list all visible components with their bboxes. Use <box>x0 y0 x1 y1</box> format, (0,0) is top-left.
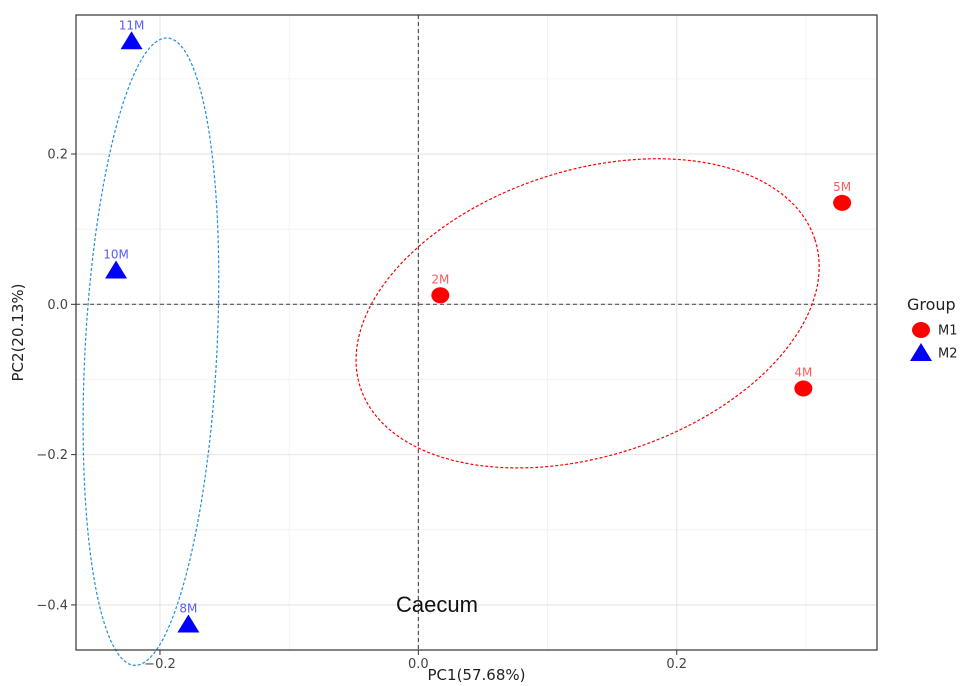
y-tick-label: −0.2 <box>36 448 68 463</box>
x-tick-label: 0.0 <box>408 657 429 672</box>
point-labels: 2M 5M 4M 11M 10M 8M <box>103 18 851 615</box>
y-tick-label: 0.0 <box>47 298 68 313</box>
x-tick-label: 0.2 <box>666 657 687 672</box>
caption-caecum: Caecum <box>396 592 478 617</box>
ellipse-m1 <box>355 158 820 469</box>
legend-key-m1 <box>912 322 930 338</box>
y-tick-label: −0.4 <box>36 598 68 613</box>
point-label-11M: 11M <box>119 18 145 32</box>
x-axis-title: PC1(57.68%) <box>428 666 526 684</box>
x-tick-label: −0.2 <box>144 657 176 672</box>
legend-title: Group <box>907 295 956 314</box>
point-10M <box>105 260 128 279</box>
y-tick-label: 0.2 <box>47 148 68 163</box>
confidence-ellipses <box>82 37 820 666</box>
point-2M <box>431 287 450 304</box>
axis-ticks: −0.2 0.0 0.2 −0.4 −0.2 0.0 0.2 <box>36 148 687 672</box>
point-8M <box>177 614 200 633</box>
point-5M <box>833 194 852 211</box>
data-points <box>105 31 852 633</box>
legend-key-m2 <box>910 343 932 361</box>
point-label-8M: 8M <box>179 601 197 615</box>
legend-label-m2: M2 <box>938 347 958 362</box>
point-11M <box>120 31 143 50</box>
point-label-2M: 2M <box>431 272 449 286</box>
point-label-4M: 4M <box>794 365 812 379</box>
point-label-5M: 5M <box>833 180 851 194</box>
legend: Group M1 M2 <box>907 295 958 362</box>
point-label-10M: 10M <box>103 248 129 262</box>
reference-lines <box>76 15 877 650</box>
point-4M <box>794 380 813 397</box>
grid-layer <box>76 15 877 650</box>
plot-panel-border <box>75 14 878 651</box>
legend-label-m1: M1 <box>938 324 958 339</box>
ellipse-m2 <box>82 37 220 666</box>
y-axis-title: PC2(20.13%) <box>9 284 27 382</box>
